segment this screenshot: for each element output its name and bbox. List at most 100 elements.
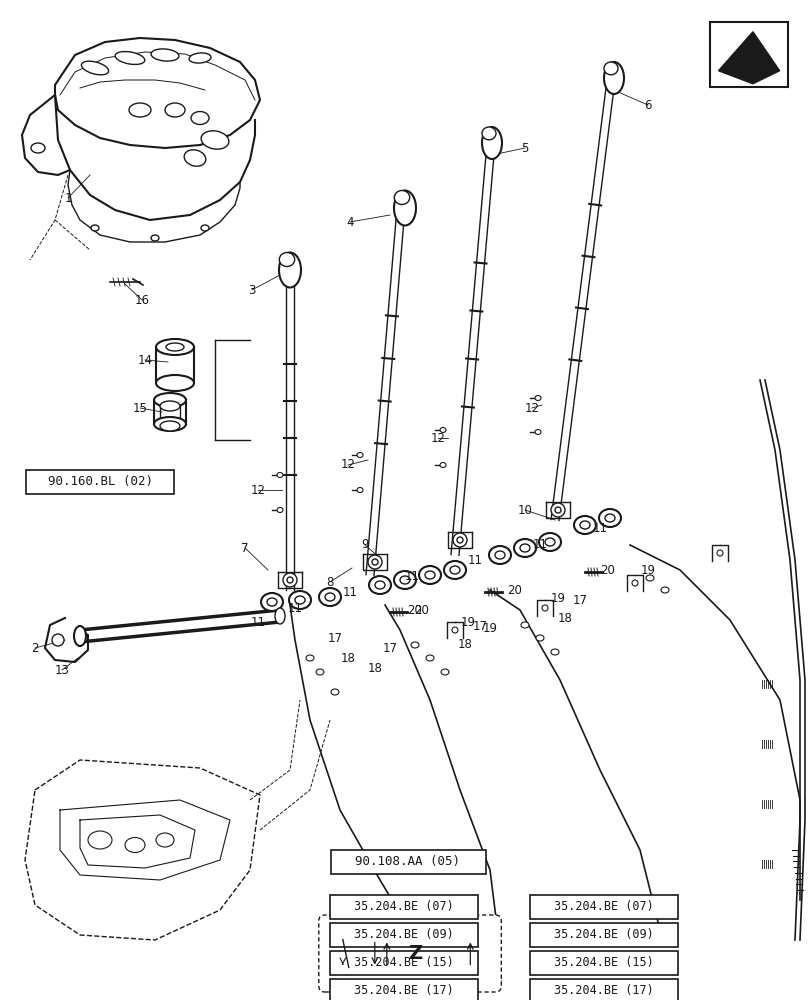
Ellipse shape [151, 49, 178, 61]
Ellipse shape [394, 190, 410, 205]
FancyBboxPatch shape [530, 895, 677, 919]
FancyBboxPatch shape [329, 923, 478, 947]
Ellipse shape [88, 831, 112, 849]
Text: 35.204.BE (17): 35.204.BE (17) [553, 984, 653, 997]
Text: 35.204.BE (15): 35.204.BE (15) [553, 956, 653, 969]
Text: 17: 17 [472, 619, 487, 632]
Text: 18: 18 [457, 638, 472, 652]
Text: 90.108.AA (05): 90.108.AA (05) [355, 855, 460, 868]
Ellipse shape [357, 488, 363, 492]
Ellipse shape [375, 581, 384, 589]
Ellipse shape [201, 131, 229, 149]
Text: 12: 12 [430, 432, 445, 444]
Text: 13: 13 [54, 664, 70, 676]
Text: 10: 10 [517, 504, 532, 516]
FancyBboxPatch shape [530, 951, 677, 975]
Ellipse shape [603, 62, 617, 75]
Text: 35.204.BE (17): 35.204.BE (17) [354, 984, 453, 997]
Ellipse shape [279, 252, 301, 288]
Ellipse shape [156, 339, 194, 355]
Polygon shape [718, 32, 779, 84]
Ellipse shape [513, 539, 535, 557]
FancyBboxPatch shape [530, 923, 677, 947]
Ellipse shape [554, 507, 560, 513]
Ellipse shape [260, 593, 283, 611]
Ellipse shape [160, 401, 180, 411]
Text: 12: 12 [250, 484, 265, 496]
Ellipse shape [424, 571, 435, 579]
Ellipse shape [440, 669, 448, 675]
Ellipse shape [165, 103, 185, 117]
Bar [710, 22, 787, 87]
Text: 19: 19 [482, 621, 497, 634]
Ellipse shape [289, 591, 311, 609]
Ellipse shape [275, 608, 285, 624]
Text: 2: 2 [31, 642, 39, 654]
Ellipse shape [357, 452, 363, 458]
Ellipse shape [440, 428, 445, 432]
Ellipse shape [541, 605, 547, 611]
Ellipse shape [393, 571, 415, 589]
Text: 16: 16 [135, 294, 149, 306]
Ellipse shape [551, 649, 558, 655]
Ellipse shape [129, 103, 151, 117]
Ellipse shape [551, 503, 564, 517]
Ellipse shape [324, 593, 335, 601]
Ellipse shape [306, 655, 314, 661]
Ellipse shape [286, 577, 293, 583]
Ellipse shape [579, 521, 590, 529]
Ellipse shape [156, 833, 174, 847]
Ellipse shape [279, 252, 294, 266]
Ellipse shape [283, 573, 297, 587]
Ellipse shape [191, 111, 208, 125]
Text: 14: 14 [137, 354, 152, 366]
Ellipse shape [604, 514, 614, 522]
Ellipse shape [444, 561, 466, 579]
Text: 18: 18 [557, 611, 572, 624]
Text: 17: 17 [572, 593, 587, 606]
FancyBboxPatch shape [329, 951, 478, 975]
Ellipse shape [534, 430, 540, 434]
Ellipse shape [603, 62, 623, 94]
Ellipse shape [367, 555, 381, 569]
FancyBboxPatch shape [331, 850, 485, 874]
Text: 1: 1 [64, 192, 71, 205]
Text: 12: 12 [340, 458, 355, 472]
Ellipse shape [31, 143, 45, 153]
Ellipse shape [519, 544, 530, 552]
Ellipse shape [315, 669, 324, 675]
Text: 20: 20 [414, 603, 429, 616]
Text: 9: 9 [361, 538, 368, 552]
Ellipse shape [534, 395, 540, 400]
Ellipse shape [488, 546, 510, 564]
Text: 11: 11 [342, 585, 357, 598]
FancyBboxPatch shape [319, 915, 500, 992]
Ellipse shape [426, 655, 433, 661]
Ellipse shape [267, 598, 277, 606]
Text: 4: 4 [345, 216, 354, 229]
Ellipse shape [631, 580, 637, 586]
Ellipse shape [452, 627, 457, 633]
Text: 35.204.BE (15): 35.204.BE (15) [354, 956, 453, 969]
Text: 20: 20 [600, 564, 615, 576]
Text: 19: 19 [640, 564, 654, 576]
Ellipse shape [521, 622, 528, 628]
Text: 5: 5 [521, 142, 528, 155]
Text: 20: 20 [407, 603, 422, 616]
Ellipse shape [368, 576, 391, 594]
Ellipse shape [418, 566, 440, 584]
Text: Z: Z [407, 944, 422, 963]
Text: 7: 7 [241, 542, 248, 554]
Ellipse shape [716, 550, 722, 556]
Ellipse shape [52, 634, 64, 646]
Text: 19: 19 [550, 591, 564, 604]
Text: 6: 6 [643, 99, 651, 112]
Ellipse shape [189, 53, 211, 63]
Ellipse shape [573, 516, 595, 534]
Text: 19: 19 [460, 615, 475, 628]
Text: 90.160.BL (02): 90.160.BL (02) [48, 476, 152, 488]
Text: 8: 8 [326, 576, 333, 588]
Ellipse shape [482, 127, 496, 140]
Ellipse shape [156, 375, 194, 391]
Text: 20: 20 [507, 584, 521, 596]
